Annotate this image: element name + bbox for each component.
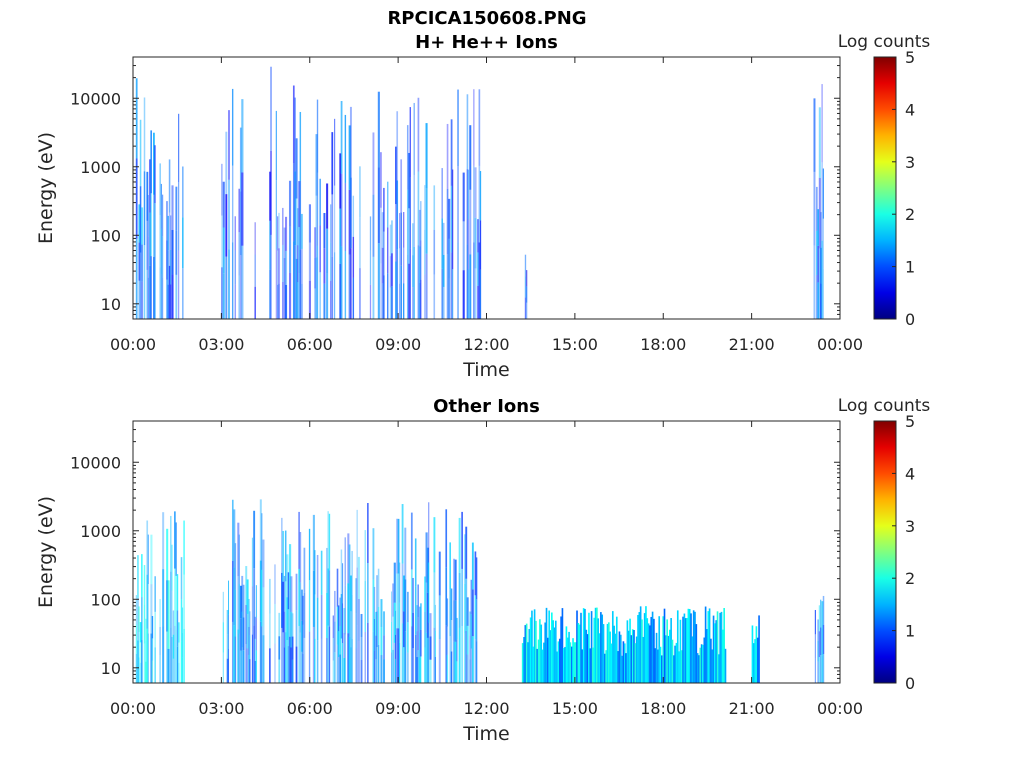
colorbar-tick-label: 0 bbox=[905, 310, 915, 329]
x-tick-label: 12:00 bbox=[463, 699, 509, 718]
colorbar-gradient bbox=[874, 421, 896, 683]
colorbar-tick-label: 5 bbox=[905, 412, 915, 431]
colorbar-frame bbox=[873, 56, 897, 320]
y-tick-label: 10000 bbox=[70, 89, 121, 108]
x-tick-label: 15:00 bbox=[552, 699, 598, 718]
colorbar: Log counts 0 1 2 3 4 5 bbox=[838, 396, 931, 693]
x-tick-label: 00:00 bbox=[817, 699, 863, 718]
heatmap-cells bbox=[135, 66, 824, 319]
x-axis-label: Time bbox=[462, 723, 510, 745]
y-tick-label: 100 bbox=[90, 590, 121, 609]
x-tick-label: 15:00 bbox=[552, 335, 598, 354]
x-tick-label: 18:00 bbox=[640, 335, 686, 354]
heatmap-cells bbox=[135, 499, 825, 683]
colorbar-tick-label: 2 bbox=[905, 205, 915, 224]
panel-title: Other Ions bbox=[433, 396, 540, 417]
y-tick-label: 1000 bbox=[80, 522, 121, 541]
x-tick-label: 21:00 bbox=[729, 335, 775, 354]
colorbar-label: Log counts bbox=[838, 396, 931, 416]
panel-other-ions: Other Ions 00:00 03:00 06:00 09:00 12:00 15:00… bbox=[35, 396, 930, 745]
x-tick-label: 12:00 bbox=[463, 335, 509, 354]
colorbar-tick-label: 5 bbox=[905, 48, 915, 67]
y-axis-label: Energy (eV) bbox=[35, 132, 57, 244]
colorbar-tick-label: 4 bbox=[905, 464, 915, 483]
x-axis-label: Time bbox=[462, 359, 510, 381]
colorbar-tick-label: 1 bbox=[905, 258, 915, 277]
x-tick-label: 18:00 bbox=[640, 699, 686, 718]
x-tick-label: 00:00 bbox=[817, 335, 863, 354]
colorbar-label: Log counts bbox=[838, 32, 931, 52]
colorbar-tick-label: 3 bbox=[905, 517, 915, 536]
colorbar-tick-label: 1 bbox=[905, 622, 915, 641]
panel-title: H+ He++ Ions bbox=[415, 32, 558, 53]
colorbar-tick-label: 4 bbox=[905, 100, 915, 119]
y-tick-label: 10 bbox=[101, 659, 121, 678]
x-tick-label: 06:00 bbox=[287, 335, 333, 354]
x-tick-label: 03:00 bbox=[198, 335, 244, 354]
colorbar-tick-label: 0 bbox=[905, 674, 915, 693]
x-tick-label: 00:00 bbox=[110, 699, 156, 718]
x-tick-label: 09:00 bbox=[375, 699, 421, 718]
colorbar-frame bbox=[873, 420, 897, 684]
y-axis-label: Energy (eV) bbox=[35, 496, 57, 608]
x-tick-label: 09:00 bbox=[375, 335, 421, 354]
colorbar-gradient bbox=[874, 57, 896, 319]
x-tick-label: 00:00 bbox=[110, 335, 156, 354]
y-tick-label: 100 bbox=[90, 226, 121, 245]
y-tick-label: 1000 bbox=[80, 158, 121, 177]
y-tick-label: 10000 bbox=[70, 453, 121, 472]
panel-h-he-ions: H+ He++ Ions 00:00 03:00 06:00 09:00 12:00 15:… bbox=[35, 32, 930, 381]
x-tick-label: 21:00 bbox=[729, 699, 775, 718]
x-tick-label: 06:00 bbox=[287, 699, 333, 718]
x-tick-label: 03:00 bbox=[198, 699, 244, 718]
y-tick-label: 10 bbox=[101, 295, 121, 314]
colorbar-tick-label: 3 bbox=[905, 153, 915, 172]
figure-title: RPCICA150608.PNG bbox=[387, 8, 586, 29]
colorbar-tick-label: 2 bbox=[905, 569, 915, 588]
colorbar: Log counts 0 1 2 3 4 5 bbox=[838, 32, 931, 329]
